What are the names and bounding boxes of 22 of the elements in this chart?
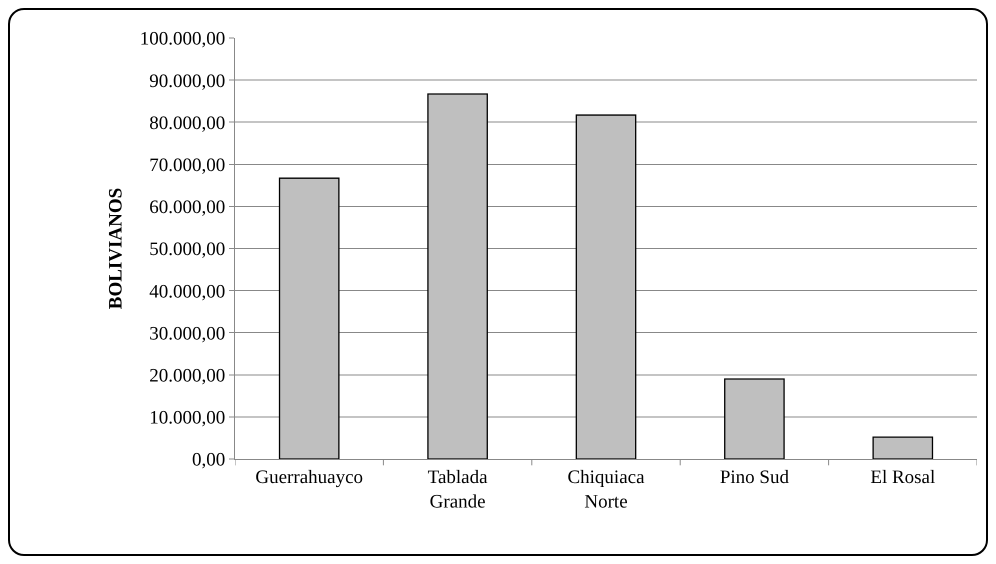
bar xyxy=(872,436,934,459)
bar xyxy=(576,114,636,459)
y-tick-label: 100.000,00 xyxy=(140,28,226,50)
x-tick-label: Guerrahuayco xyxy=(255,466,364,488)
x-tick-label: El Rosal xyxy=(870,466,936,488)
y-tick-label: 60.000,00 xyxy=(149,197,226,218)
y-tick-label: 50.000,00 xyxy=(149,239,226,260)
bar xyxy=(278,178,340,459)
y-tick-label: 40.000,00 xyxy=(149,281,226,302)
y-tick-label: 0,00 xyxy=(192,450,226,471)
x-tick-label: Chiquiaca Norte xyxy=(567,466,646,512)
y-tick-label: 80.000,00 xyxy=(149,112,226,134)
bar xyxy=(427,93,488,459)
y-tick-label: 10.000,00 xyxy=(149,408,226,429)
bar xyxy=(724,378,785,459)
y-tick-label: 90.000,00 xyxy=(149,70,226,92)
x-tick-label: Pino Sud xyxy=(720,466,790,488)
y-tick-label: 20.000,00 xyxy=(149,365,226,386)
x-tick-label: Tablada Grande xyxy=(428,466,488,512)
y-tick-label: 70.000,00 xyxy=(149,154,226,176)
y-axis-title: BOLIVIANOS xyxy=(106,188,127,310)
y-tick-label: 30.000,00 xyxy=(149,323,226,344)
